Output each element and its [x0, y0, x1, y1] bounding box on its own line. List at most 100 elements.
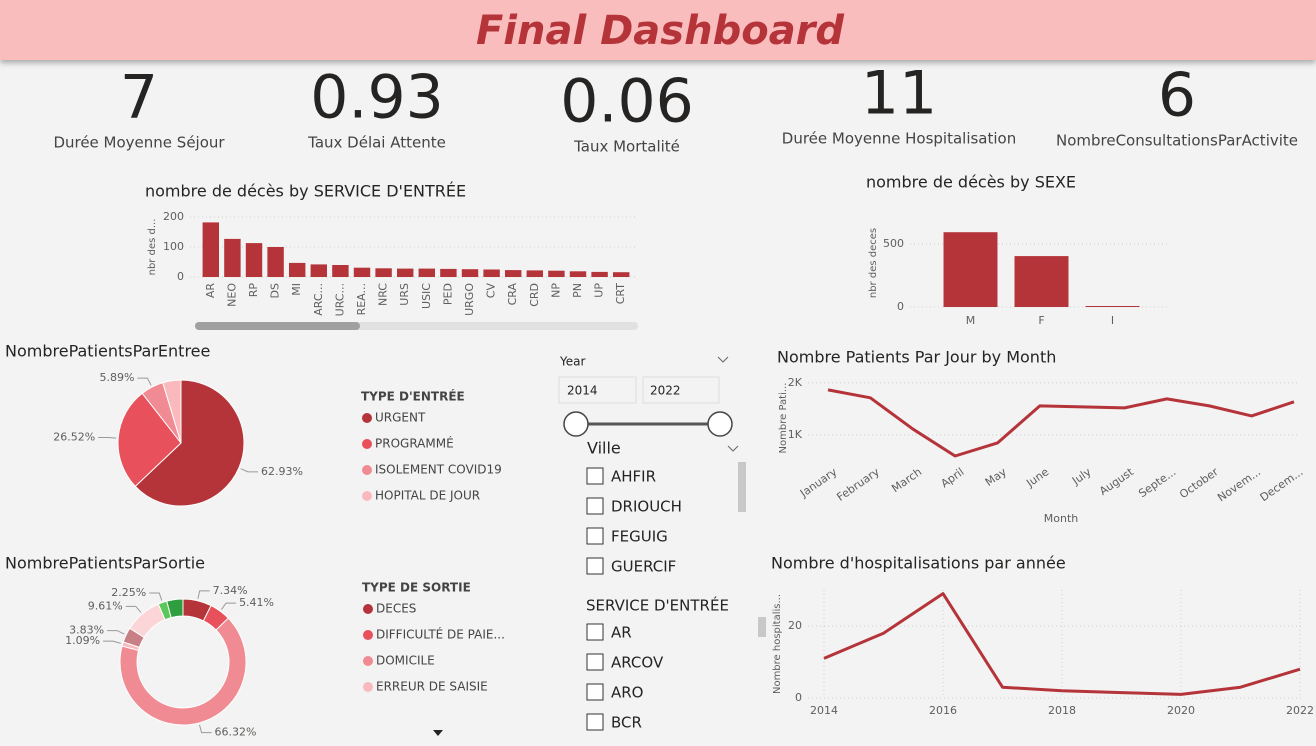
x-tick-label: 2022	[1286, 704, 1314, 717]
slicer-item: GUERCIF	[611, 558, 676, 576]
x-tick-label: URGO	[463, 283, 476, 316]
data-label: 62.93%	[261, 465, 303, 478]
bar	[245, 243, 263, 277]
x-tick-label: 2020	[1167, 704, 1195, 717]
legend-label: HOPITAL DE JOUR	[375, 489, 480, 503]
chart-title: NombrePatientsParSortie	[5, 554, 205, 573]
legend-label: ISOLEMENT COVID19	[375, 463, 502, 477]
x-tick-label: CRA	[506, 283, 519, 306]
legend-label: ERREUR DE SAISIE	[376, 680, 488, 694]
legend-marker	[362, 439, 372, 449]
x-tick-label: REA...	[355, 283, 368, 315]
slider-handle[interactable]	[563, 411, 589, 437]
scroll-arrow[interactable]	[433, 730, 443, 736]
chart-title: nombre de décès by SERVICE D'ENTRÉE	[145, 182, 466, 201]
legend-marker	[363, 604, 373, 614]
checkbox[interactable]	[586, 623, 604, 641]
date-box[interactable]	[642, 376, 720, 404]
header-title: Final Dashboard	[476, 8, 844, 54]
scrollbar[interactable]	[738, 462, 746, 512]
x-tick-label: USIC	[420, 283, 433, 309]
pie-slice	[134, 379, 245, 507]
x-tick-label: F	[1038, 314, 1044, 327]
kpi-value: 6	[1158, 61, 1196, 131]
x-tick-label: NRC	[377, 283, 390, 306]
checkbox[interactable]	[586, 527, 604, 545]
line	[827, 388, 1295, 458]
bar	[943, 232, 998, 307]
slicer-item: BCR	[611, 714, 642, 732]
y-tick-label: 200	[163, 210, 184, 223]
checkbox[interactable]	[586, 713, 604, 731]
date-box[interactable]	[558, 376, 637, 404]
slicer-item: ARO	[611, 684, 644, 702]
bar	[224, 238, 241, 277]
checkbox[interactable]	[586, 497, 604, 515]
dropdown-chevron[interactable]	[727, 445, 739, 452]
chart-title: NombrePatientsParEntree	[5, 342, 210, 361]
slicer-item: ARCOV	[611, 654, 664, 672]
x-tick-label: NEO	[225, 283, 238, 307]
pie-slice	[117, 392, 182, 488]
y-tick-label: 0	[177, 270, 184, 283]
bar	[440, 268, 457, 277]
pie-slice	[162, 379, 182, 444]
slicer-item: DRIOUCH	[611, 498, 682, 516]
slider-handle[interactable]	[707, 411, 733, 437]
dropdown-chevron[interactable]	[717, 356, 729, 363]
bar	[591, 271, 608, 277]
checkbox[interactable]	[586, 467, 604, 485]
chart-title: nombre de décès by SEXE	[866, 173, 1076, 192]
bar	[1014, 256, 1069, 307]
checkbox[interactable]	[586, 683, 604, 701]
data-label: 3.83%	[69, 624, 104, 637]
leader-line	[137, 377, 152, 386]
slicer-item: AHFIR	[611, 468, 656, 486]
legend-title: TYPE DE SORTIE	[362, 581, 471, 595]
y-tick-label: 2K	[788, 376, 803, 389]
date-from: 2014	[567, 384, 598, 398]
x-axis-label: Month	[1044, 512, 1079, 525]
x-tick-label: CRT	[614, 283, 627, 305]
leader-line	[240, 468, 259, 473]
x-tick-label: CV	[485, 283, 498, 299]
x-tick-label: PN	[571, 283, 584, 298]
bar	[548, 270, 565, 277]
x-tick-label: AR	[204, 283, 217, 299]
y-axis-label: nbr des deces	[868, 228, 879, 298]
scroll-thumb[interactable]	[195, 322, 360, 330]
y-axis-label: nbr des d...	[147, 219, 158, 276]
kpi-label: Durée Moyenne Séjour	[53, 134, 225, 152]
checkbox[interactable]	[586, 653, 604, 671]
data-label: 7.34%	[213, 584, 248, 597]
checkbox[interactable]	[586, 557, 604, 575]
legend-marker	[363, 682, 373, 692]
x-tick-label: CRD	[528, 283, 541, 307]
legend-label: DOMICILE	[376, 654, 435, 668]
leader-line	[199, 724, 212, 734]
slicer-item: AR	[611, 624, 632, 642]
data-label: 5.89%	[99, 371, 134, 384]
bar	[202, 222, 220, 277]
y-tick-label: 100	[163, 240, 184, 253]
bar	[353, 267, 371, 277]
bar	[461, 269, 479, 277]
slicer-item: FEGUIG	[611, 528, 668, 546]
scrollbar[interactable]	[758, 617, 766, 637]
legend-label: DECES	[376, 602, 416, 616]
chart-title: Nombre Patients Par Jour by Month	[777, 348, 1056, 367]
kpi-value: 11	[861, 59, 937, 129]
bar	[267, 247, 284, 277]
legend-marker	[362, 491, 372, 501]
legend-label: DIFFICULTÉ DE PAIE...	[376, 627, 505, 642]
x-tick-label: 2018	[1048, 704, 1076, 717]
bar	[332, 265, 349, 277]
data-label: 1.09%	[65, 634, 100, 647]
x-tick-label: I	[1111, 314, 1114, 327]
bar	[612, 272, 630, 277]
data-label: 9.61%	[88, 599, 123, 612]
kpi-label: NombreConsultationsParActivite	[1056, 132, 1298, 150]
bar	[526, 270, 544, 277]
legend-label: PROGRAMMÉ	[375, 436, 454, 451]
